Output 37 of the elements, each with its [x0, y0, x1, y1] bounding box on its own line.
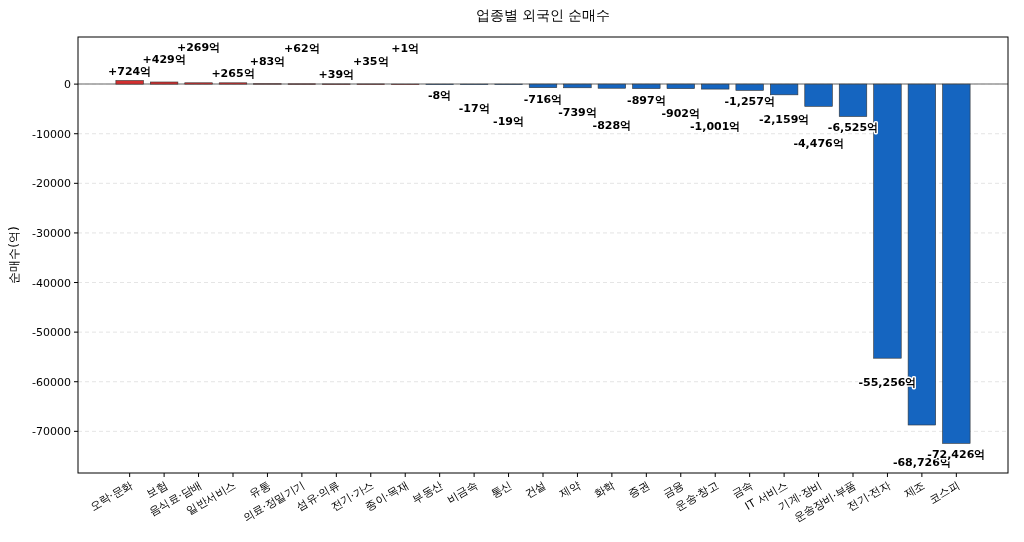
y-tick-label: -70000	[32, 425, 71, 439]
data-label: -828억	[592, 119, 632, 133]
y-tick-label: -20000	[32, 177, 71, 191]
data-label: -897억	[627, 93, 666, 107]
data-label: -902억	[661, 106, 701, 120]
data-label: -2,159억	[758, 112, 810, 126]
data-label: -1,257억	[724, 95, 775, 109]
x-tick-label: 통신	[488, 478, 515, 501]
x-tick-label: 제약	[557, 478, 583, 501]
data-label: +35억	[353, 54, 389, 68]
data-label: -716억	[523, 92, 563, 106]
x-tick-label: 제조	[901, 478, 928, 501]
y-tick-label: -10000	[32, 127, 71, 141]
data-label: +429억	[142, 52, 186, 66]
data-label: +1억	[391, 42, 420, 56]
data-label: +269억	[176, 40, 221, 54]
data-label: -8억	[428, 89, 452, 103]
data-label: +62억	[284, 41, 320, 55]
y-tick-label: -40000	[32, 276, 71, 290]
data-label: -4,476억	[793, 137, 844, 151]
x-tick-label: 건설	[522, 478, 549, 501]
data-label: -739억	[558, 105, 597, 119]
x-tick-label: 증권	[626, 478, 652, 501]
y-tick-label: 0	[64, 78, 71, 92]
y-tick-label: -30000	[32, 226, 71, 240]
x-tick-label: 화학	[591, 478, 618, 501]
y-tick-label: -60000	[32, 375, 71, 389]
data-label: +39억	[318, 67, 355, 81]
data-label: +83억	[249, 54, 286, 68]
data-label: -17억	[458, 102, 490, 116]
title: 업종별 외국인 순매수	[475, 7, 611, 23]
data-label: -1,001억	[690, 120, 741, 134]
data-label: +724억	[108, 64, 152, 78]
ylabel: 순매수(억)	[7, 226, 21, 284]
data-label: +265억	[211, 66, 255, 80]
y-tick-label: -50000	[32, 326, 71, 340]
data-label: -19억	[493, 115, 524, 129]
